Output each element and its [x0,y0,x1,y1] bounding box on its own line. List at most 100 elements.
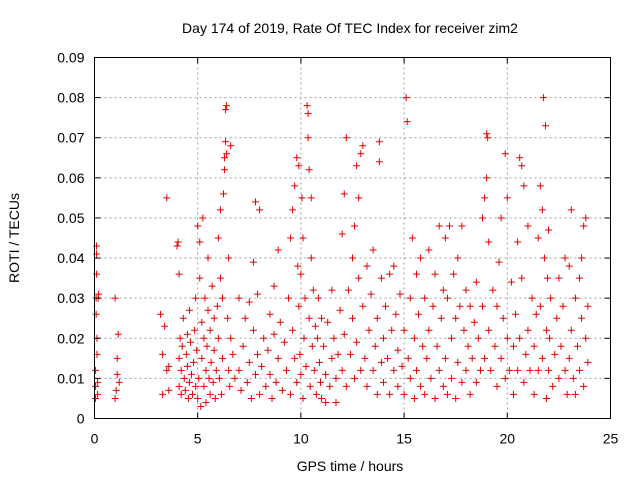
data-point [394,346,402,354]
data-point [526,366,534,374]
y-tick-label: 0.05 [57,210,84,226]
data-point [270,330,278,338]
data-point [476,366,484,374]
data-point [245,358,253,366]
data-point [507,278,515,286]
data-point [176,334,184,342]
data-point [195,374,203,382]
data-point [94,378,102,386]
data-point [209,378,217,386]
data-point [516,154,524,162]
data-point [472,378,480,386]
data-point [390,262,398,270]
data-point [256,390,264,398]
data-point [314,294,322,302]
data-point [349,314,356,322]
data-point [396,290,404,298]
data-point [196,274,204,282]
data-point [446,222,454,230]
data-point [484,134,492,142]
data-point [177,390,185,398]
data-point [514,238,522,246]
y-axis-label: ROTI / TECUs [6,193,22,283]
data-point [194,222,202,230]
data-point [516,334,524,342]
data-point [375,158,383,166]
data-point [330,334,338,342]
data-point [468,354,476,362]
data-point [340,190,348,198]
data-point [415,310,423,318]
data-point [188,370,196,378]
data-point [357,366,365,374]
data-point [400,390,408,398]
data-point [305,166,313,174]
data-point [223,150,231,158]
data-point [291,182,299,190]
data-point [235,366,243,374]
data-point [210,314,218,322]
data-point [524,326,532,334]
data-point [249,258,257,266]
data-point [304,110,312,118]
y-tick-label: 0.06 [57,170,84,186]
data-point [264,346,272,354]
data-point [355,274,363,282]
data-point [561,254,569,262]
data-point [191,326,199,334]
data-point [224,314,232,322]
data-point [485,238,493,246]
data-point [466,390,474,398]
data-point [576,274,584,282]
data-point [369,246,377,254]
data-point [462,286,470,294]
data-point [390,366,398,374]
data-point [410,394,418,402]
data-point [518,274,526,282]
data-point [291,354,299,362]
data-point [353,338,361,346]
data-point [278,386,286,394]
y-tick-labels: 0 0.01 0.02 0.03 0.04 0.05 0.06 0.07 0.08 0.09 [57,50,84,427]
data-point [214,234,222,242]
data-point [439,286,447,294]
data-point [412,270,420,278]
data-point [222,138,230,146]
data-point [435,366,443,374]
data-point [204,306,212,314]
data-point [285,294,293,302]
data-point [207,358,215,366]
x-axis-label: GPS time / hours [297,458,404,474]
data-point [199,214,207,222]
data-point [173,242,181,250]
data-point [311,322,319,330]
data-point [113,370,121,378]
data-point [113,354,121,362]
data-point [375,138,383,146]
data-point [549,382,557,390]
data-point [296,350,304,358]
data-point [322,370,330,378]
data-point [220,190,227,198]
data-point [190,358,198,366]
data-point [520,182,528,190]
data-point [309,286,317,294]
data-point [573,342,581,350]
data-point [222,106,230,114]
x-tick-label: 15 [396,431,412,447]
data-point [299,234,307,242]
data-point [315,358,323,366]
y-tick-label: 0.01 [57,370,84,386]
data-point [431,270,439,278]
data-point [497,354,505,362]
data-point [182,350,190,358]
data-point [216,274,224,282]
data-point [254,350,262,358]
data-point [363,262,371,270]
chart-title: Day 174 of 2019, Rate Of TEC Index for r… [182,20,518,36]
data-point [530,390,538,398]
data-point [211,394,219,402]
data-point [229,350,237,358]
data-point [318,394,326,402]
